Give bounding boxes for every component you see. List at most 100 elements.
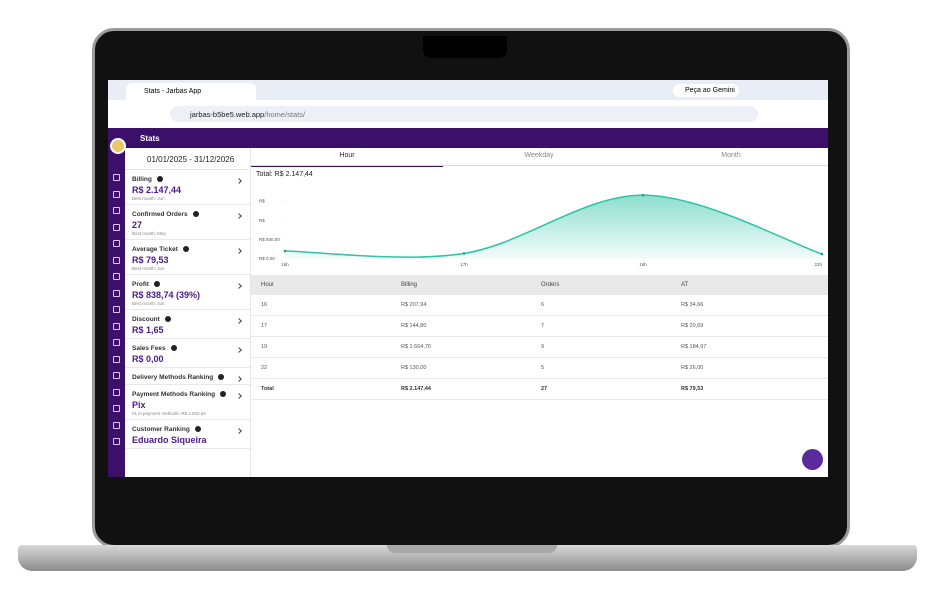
cell: R$ 79,53 bbox=[681, 386, 704, 392]
total: Total: R$ 2.147,44 bbox=[256, 171, 313, 178]
card-label: Payment Methods Ranking bbox=[132, 391, 244, 398]
x-tick-label: 22h bbox=[814, 262, 822, 267]
info-icon bbox=[192, 211, 199, 218]
url-path: /home/stats/ bbox=[264, 110, 306, 119]
point bbox=[641, 193, 645, 197]
tab[interactable]: Weekday bbox=[524, 152, 554, 159]
stat-card[interactable]: Customer Ranking Eduardo Siqueira bbox=[125, 420, 250, 449]
date-range[interactable]: 01/01/2025 - 31/12/2026 bbox=[125, 148, 250, 170]
card-note: Best month: Jun bbox=[132, 196, 165, 201]
fab-button[interactable] bbox=[802, 449, 823, 470]
cell: R$ 20,69 bbox=[681, 323, 704, 329]
tab-title: Stats - Jarbas App bbox=[144, 88, 202, 95]
x-tick-label: 17h bbox=[460, 262, 468, 267]
nav-icon[interactable] bbox=[113, 421, 120, 429]
card-label: Confirmed Orders bbox=[132, 211, 244, 218]
nav-icon[interactable] bbox=[113, 322, 120, 330]
card-label-text: Average Ticket bbox=[132, 246, 178, 253]
gemini-label: Peça ao Gemini bbox=[685, 87, 735, 94]
camera-notch bbox=[423, 36, 507, 58]
tab[interactable]: Hour bbox=[251, 152, 443, 167]
logo[interactable] bbox=[110, 138, 126, 154]
cell: 19 bbox=[261, 344, 268, 350]
gemini-button[interactable]: Peça ao Gemini bbox=[673, 84, 739, 97]
card-label-text: Profit bbox=[132, 281, 149, 288]
x-tick-label: 16h bbox=[281, 262, 289, 267]
cell: R$ 207,94 bbox=[401, 302, 427, 308]
stat-card[interactable]: Profit R$ 838,74 (39%) Best month: Jun bbox=[125, 275, 250, 310]
header-cell: AT bbox=[681, 281, 689, 288]
stat-card[interactable]: Discount R$ 1,65 bbox=[125, 310, 250, 339]
card-value: 27 bbox=[132, 220, 143, 230]
cell: 17 bbox=[261, 323, 268, 329]
card-label: Sales Fees bbox=[132, 345, 244, 352]
info-icon bbox=[220, 391, 227, 398]
header-cell: Hour bbox=[261, 281, 275, 288]
card-note: Best month: May bbox=[132, 231, 166, 236]
card-label: Profit bbox=[132, 281, 244, 288]
nav-icon[interactable] bbox=[113, 388, 120, 396]
card-label-text: Customer Ranking bbox=[132, 426, 190, 433]
main: Hour Weekday Month Total: R$ 2.147,44 R$ 0… bbox=[251, 148, 828, 477]
stat-card[interactable]: Sales Fees R$ 0,00 bbox=[125, 339, 250, 368]
card-label-text: Billing bbox=[132, 176, 152, 183]
stat-card[interactable]: Billing R$ 2.147,44 Best month: Jun bbox=[125, 170, 250, 205]
app-header: Stats bbox=[108, 128, 828, 148]
nav-icon[interactable] bbox=[113, 273, 120, 280]
stat-card[interactable]: Average Ticket R$ 79,53 Best month: Jun bbox=[125, 240, 250, 275]
point bbox=[283, 249, 287, 253]
info-icon bbox=[170, 345, 177, 352]
nav-icon[interactable] bbox=[113, 438, 120, 445]
stat-card[interactable]: Confirmed Orders 27 Best month: May bbox=[125, 205, 250, 240]
card-label: Average Ticket bbox=[132, 246, 244, 253]
nav-icon[interactable] bbox=[113, 339, 120, 346]
card-label: Billing bbox=[132, 176, 244, 183]
cell: 9 bbox=[541, 344, 545, 350]
nav-icon[interactable] bbox=[113, 207, 120, 214]
card-value: Pix bbox=[132, 400, 146, 410]
card-value: R$ 1,65 bbox=[132, 325, 164, 335]
info-icon bbox=[153, 281, 160, 288]
cell: R$ 144,80 bbox=[401, 323, 427, 329]
nav-icon[interactable] bbox=[113, 240, 120, 247]
card-note: Best month: Jun bbox=[132, 266, 165, 271]
tab[interactable]: Month bbox=[721, 152, 741, 159]
nav-icon[interactable] bbox=[113, 190, 120, 198]
address-bar[interactable]: jarbas-b5be5.web.app/home/stats/ bbox=[170, 106, 758, 122]
card-label-text: Confirmed Orders bbox=[132, 211, 188, 218]
card-label-text: Payment Methods Ranking bbox=[132, 391, 216, 398]
date-range-text: 01/01/2025 - 31/12/2026 bbox=[147, 155, 235, 164]
card-list: Billing R$ 2.147,44 Best month: Jun Confirm… bbox=[125, 170, 250, 449]
nav-icon[interactable] bbox=[113, 256, 120, 264]
nav-icon[interactable] bbox=[113, 372, 120, 379]
chart: R$ 0,00 R$ 500,00 R$ R$ 16h 17h 19h 22h bbox=[259, 193, 824, 267]
table-header: Hour Billing Orders AT bbox=[251, 275, 828, 295]
browser-tab[interactable]: Stats - Jarbas App bbox=[126, 83, 256, 100]
nav-icon[interactable] bbox=[113, 405, 120, 412]
cell: 6 bbox=[541, 302, 545, 308]
info-icon bbox=[182, 246, 189, 253]
card-label-text: Discount bbox=[132, 316, 160, 323]
nav-icon[interactable] bbox=[113, 355, 120, 363]
card-label-text: Sales Fees bbox=[132, 345, 166, 352]
table: Hour Billing Orders AT 16 R$ 207,94 6 R$ 34,66 1… bbox=[251, 275, 828, 400]
nav-icon[interactable] bbox=[113, 174, 120, 181]
cell: 7 bbox=[541, 323, 545, 329]
card-value: R$ 79,53 bbox=[132, 255, 169, 265]
cell: 22 bbox=[261, 365, 268, 371]
nav-icon[interactable] bbox=[113, 306, 120, 313]
info-icon bbox=[218, 374, 225, 381]
info-icon bbox=[164, 316, 171, 323]
point bbox=[820, 252, 824, 256]
cell: R$ 130,00 bbox=[401, 365, 427, 371]
card-value: R$ 0,00 bbox=[132, 354, 164, 364]
cell: Total bbox=[261, 386, 274, 392]
stat-card[interactable]: Delivery Methods Ranking bbox=[125, 368, 250, 385]
y-tick-label: R$ 500,00 bbox=[259, 237, 280, 242]
nav-icon[interactable] bbox=[113, 289, 120, 297]
nav-icon[interactable] bbox=[113, 223, 120, 231]
card-value: R$ 2.147,44 bbox=[132, 185, 182, 195]
stat-card[interactable]: Payment Methods Ranking Pix #1 in payment … bbox=[125, 385, 250, 420]
card-label-text: Delivery Methods Ranking bbox=[132, 374, 214, 381]
laptop-groove bbox=[387, 545, 557, 553]
